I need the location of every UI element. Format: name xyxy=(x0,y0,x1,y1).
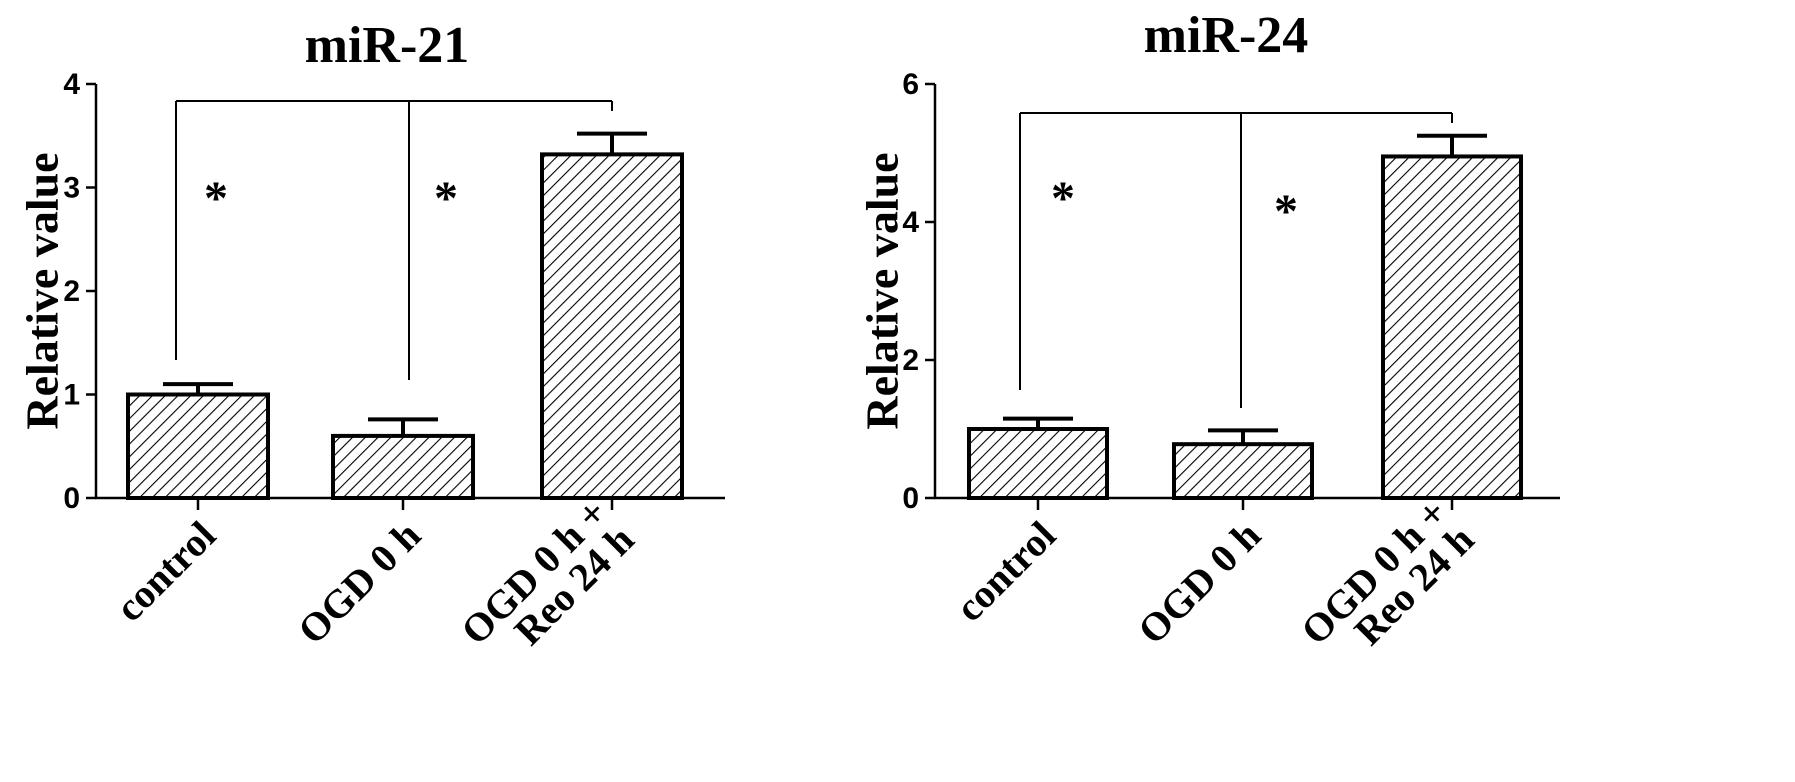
y-tick-label: 6 xyxy=(902,68,919,101)
y-tick-label: 1 xyxy=(63,379,80,412)
y-tick-label: 4 xyxy=(63,68,80,101)
y-tick-label: 4 xyxy=(902,206,919,239)
x-tick-label-line: OGD 0 h xyxy=(289,512,429,652)
bar xyxy=(540,152,684,500)
y-tick-label: 2 xyxy=(902,344,919,377)
x-tick-label-line: control xyxy=(107,512,225,630)
x-tick-label: control xyxy=(947,512,1065,630)
x-tick-label: OGD 0 h xyxy=(289,512,429,652)
chart-title: miR-21 xyxy=(305,17,470,74)
x-tick-label: OGD 0 h xyxy=(1129,512,1269,652)
x-tick-label: OGD 0 h +Reo 24 h xyxy=(1292,490,1482,680)
significance-star: * xyxy=(1051,172,1075,225)
x-tick-label-line: control xyxy=(947,512,1065,630)
significance-star: * xyxy=(204,172,228,225)
chart-panel-2: miR-24 Relative value 0 2 4 6 control OGD 0 h OG… xyxy=(857,7,1560,680)
chart-title: miR-24 xyxy=(1144,7,1309,64)
y-tick-label: 2 xyxy=(63,275,80,308)
x-tick-label-line: OGD 0 h xyxy=(1129,512,1269,652)
bar xyxy=(126,392,270,500)
x-tick-label: control xyxy=(107,512,225,630)
y-axis-label: Relative value xyxy=(857,152,908,429)
y-tick-label: 0 xyxy=(63,482,80,515)
y-tick-label: 0 xyxy=(902,482,919,515)
x-tick-label: OGD 0 h +Reo 24 h xyxy=(452,490,642,680)
y-axis-label: Relative value xyxy=(17,152,68,429)
bar xyxy=(967,427,1109,500)
bar xyxy=(331,433,475,500)
y-tick-label: 3 xyxy=(63,172,80,205)
significance-star: * xyxy=(434,172,458,225)
bar xyxy=(1381,154,1523,500)
bar xyxy=(1172,442,1314,500)
significance-star: * xyxy=(1274,185,1298,238)
